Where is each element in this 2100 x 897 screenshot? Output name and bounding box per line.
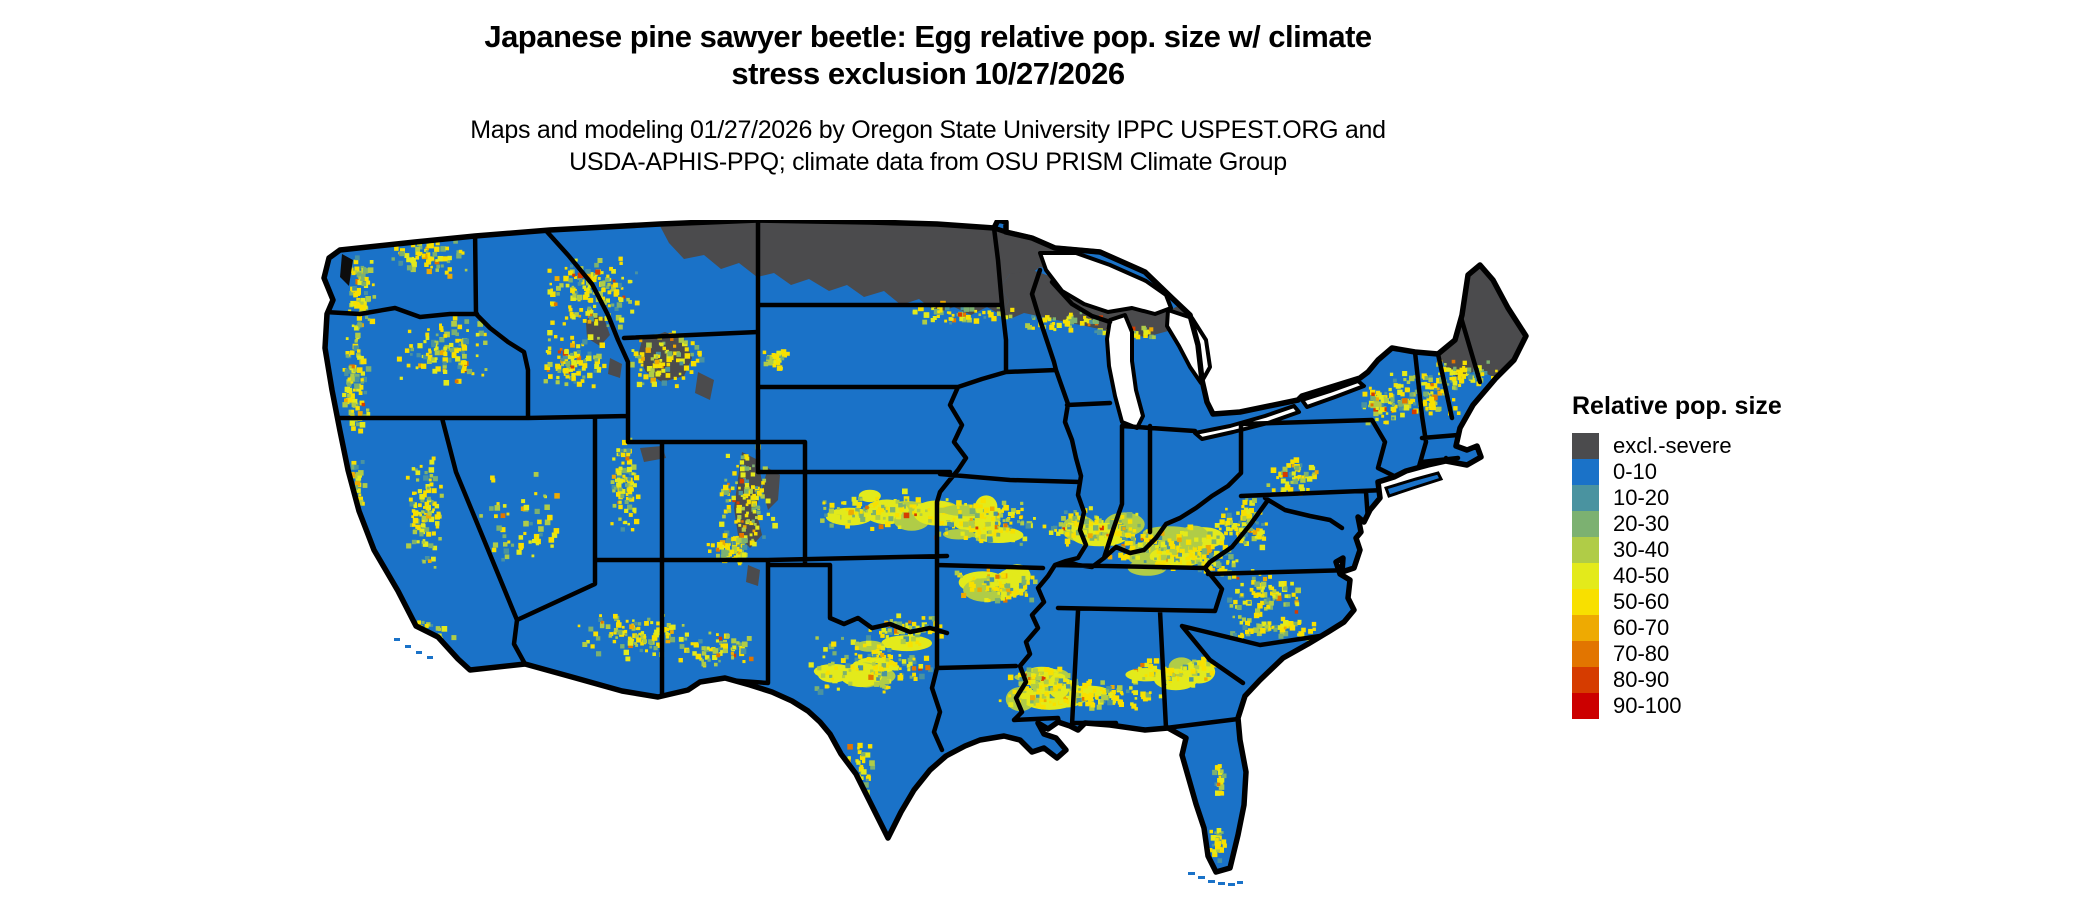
state-borders — [324, 220, 1483, 753]
lake-ontario — [1300, 379, 1366, 409]
legend-title: Relative pop. size — [1572, 392, 1782, 420]
legend-swatch — [1572, 459, 1599, 485]
channel-islands — [394, 638, 433, 659]
legend-swatch — [1572, 641, 1599, 667]
legend-label: 80-90 — [1613, 667, 1670, 692]
long-island — [1384, 471, 1444, 498]
legend-label: 30-40 — [1613, 537, 1670, 562]
legend-swatch — [1572, 667, 1599, 693]
canada-border — [991, 225, 1175, 301]
legend-label: 90-100 — [1613, 693, 1682, 718]
legend-label: 40-50 — [1613, 563, 1670, 588]
header: Japanese pine sawyer beetle: Egg relativ… — [0, 18, 1856, 178]
legend-item: 50-60 — [1572, 589, 1782, 615]
map-svg — [310, 220, 1540, 886]
florida-keys — [1188, 872, 1243, 886]
legend-swatch — [1572, 511, 1599, 537]
legend-label: 70-80 — [1613, 641, 1670, 666]
legend-items: excl.-severe 0-10 10-20 20-30 30-40 40-50 50-6… — [1572, 433, 1782, 719]
legend-swatch — [1572, 589, 1599, 615]
page-title-line1: Japanese pine sawyer beetle: Egg relativ… — [484, 19, 1372, 54]
us-map — [310, 220, 1540, 892]
page-subtitle-line2: USDA-APHIS-PPQ; climate data from OSU PR… — [569, 148, 1287, 176]
legend-item: 70-80 — [1572, 641, 1782, 667]
legend-item: 40-50 — [1572, 563, 1782, 589]
legend-item: 60-70 — [1572, 615, 1782, 641]
legend-item: excl.-severe — [1572, 433, 1782, 459]
legend-swatch — [1572, 563, 1599, 589]
legend-item: 0-10 — [1572, 459, 1782, 485]
legend-swatch — [1572, 615, 1599, 641]
legend-item: 90-100 — [1572, 693, 1782, 719]
legend-swatch — [1572, 485, 1599, 511]
puget-sound — [340, 254, 353, 286]
legend-swatch — [1572, 433, 1599, 459]
legend: Relative pop. size excl.-severe 0-10 10-20… — [1572, 392, 1782, 719]
lake-michigan — [1105, 313, 1145, 430]
legend-swatch — [1572, 537, 1599, 563]
legend-label: 60-70 — [1613, 615, 1670, 640]
legend-item: 30-40 — [1572, 537, 1782, 563]
legend-label: excl.-severe — [1613, 433, 1732, 458]
legend-label: 20-30 — [1613, 511, 1670, 536]
legend-label: 0-10 — [1613, 459, 1658, 484]
legend-label: 50-60 — [1613, 589, 1670, 614]
page-subtitle: Maps and modeling 01/27/2026 by Oregon S… — [0, 114, 1856, 178]
exclusion-zones — [586, 222, 1526, 586]
legend-swatch — [1572, 693, 1599, 719]
page-subtitle-line1: Maps and modeling 01/27/2026 by Oregon S… — [470, 116, 1386, 144]
legend-item: 20-30 — [1572, 511, 1782, 537]
legend-item: 80-90 — [1572, 667, 1782, 693]
page-title-line2: stress exclusion 10/27/2026 — [731, 56, 1125, 91]
legend-item: 10-20 — [1572, 485, 1782, 511]
legend-label: 10-20 — [1613, 485, 1670, 510]
